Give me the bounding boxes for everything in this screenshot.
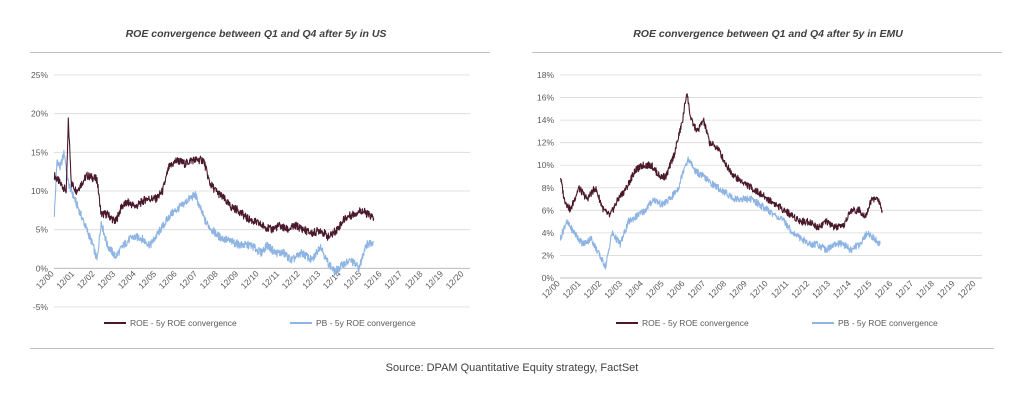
x-tick-label: 12/13 xyxy=(300,268,322,290)
chart-title-us: ROE convergence between Q1 and Q4 after … xyxy=(125,28,387,40)
y-tick-label: 0% xyxy=(36,263,49,273)
x-tick-label: 12/19 xyxy=(423,268,445,290)
y-tick-label: 8% xyxy=(542,183,555,193)
y-tick-label: 25% xyxy=(31,70,48,80)
x-tick-label: 12/01 xyxy=(560,278,582,300)
y-tick-label: 0% xyxy=(542,273,555,283)
x-tick-label: 12/20 xyxy=(955,278,977,300)
x-tick-label: 12/04 xyxy=(623,278,645,300)
y-tick-label: 15% xyxy=(31,147,48,157)
y-tick-label: 10% xyxy=(537,160,554,170)
footer-divider xyxy=(30,348,994,349)
x-tick-label: 12/07 xyxy=(177,268,199,290)
chart-svg-emu: 0%2%4%6%8%10%12%14%16%18%12/0012/0112/02… xyxy=(537,70,982,328)
x-tick-label: 12/17 xyxy=(893,278,915,300)
chart-panel-us: ROE convergence between Q1 and Q4 after … xyxy=(0,0,512,350)
x-tick-label: 12/02 xyxy=(75,268,97,290)
source-note: Source: DPAM Quantitative Equity strateg… xyxy=(385,362,639,374)
y-tick-label: 12% xyxy=(537,138,554,148)
y-tick-label: 20% xyxy=(31,109,48,119)
series-line-pb xyxy=(559,156,881,270)
x-tick-label: 12/08 xyxy=(198,268,220,290)
title-underline-us xyxy=(30,52,490,53)
x-tick-label: 12/14 xyxy=(321,268,343,290)
x-tick-label: 12/09 xyxy=(727,278,749,300)
y-tick-label: 18% xyxy=(537,70,554,80)
x-tick-label: 12/17 xyxy=(382,268,404,290)
series-line-roe xyxy=(53,117,375,241)
x-tick-label: 12/08 xyxy=(706,278,728,300)
x-tick-label: 12/05 xyxy=(136,268,158,290)
y-tick-label: 16% xyxy=(537,93,554,103)
x-tick-label: 12/09 xyxy=(218,268,240,290)
x-tick-label: 12/12 xyxy=(280,268,302,290)
chart-svg-us: -5%0%5%10%15%20%25%12/0012/0112/0212/031… xyxy=(31,70,470,328)
legend-label: PB - 5y ROE convergence xyxy=(838,318,938,328)
x-tick-label: 12/13 xyxy=(810,278,832,300)
y-tick-label: -5% xyxy=(33,302,49,312)
x-tick-label: 12/18 xyxy=(403,268,425,290)
x-tick-label: 12/15 xyxy=(341,268,363,290)
y-tick-label: 6% xyxy=(542,205,555,215)
x-tick-label: 12/18 xyxy=(914,278,936,300)
x-tick-label: 12/10 xyxy=(748,278,770,300)
x-tick-label: 12/15 xyxy=(852,278,874,300)
x-tick-label: 12/12 xyxy=(789,278,811,300)
x-tick-label: 12/10 xyxy=(239,268,261,290)
x-tick-label: 12/02 xyxy=(581,278,603,300)
series-line-roe xyxy=(559,93,883,231)
x-tick-label: 12/19 xyxy=(935,278,957,300)
series-line-pb xyxy=(53,149,375,276)
x-tick-label: 12/03 xyxy=(95,268,117,290)
x-tick-label: 12/04 xyxy=(116,268,138,290)
x-tick-label: 12/07 xyxy=(685,278,707,300)
y-tick-label: 2% xyxy=(542,250,555,260)
legend-label: ROE - 5y ROE convergence xyxy=(642,318,749,328)
x-tick-label: 12/03 xyxy=(602,278,624,300)
x-tick-label: 12/06 xyxy=(157,268,179,290)
x-tick-label: 12/16 xyxy=(872,278,894,300)
x-tick-label: 12/11 xyxy=(769,278,791,300)
x-tick-label: 12/01 xyxy=(54,268,76,290)
x-tick-label: 12/14 xyxy=(831,278,853,300)
title-underline-emu xyxy=(532,52,1002,53)
legend-label: PB - 5y ROE convergence xyxy=(316,318,416,328)
legend-label: ROE - 5y ROE convergence xyxy=(130,318,237,328)
chart-title-emu: ROE convergence between Q1 and Q4 after … xyxy=(633,28,903,40)
x-tick-label: 12/05 xyxy=(644,278,666,300)
x-tick-label: 12/06 xyxy=(664,278,686,300)
y-tick-label: 4% xyxy=(542,228,555,238)
y-tick-label: 5% xyxy=(36,225,49,235)
x-tick-label: 12/20 xyxy=(444,268,466,290)
x-tick-label: 12/11 xyxy=(260,268,282,290)
y-tick-label: 10% xyxy=(31,186,48,196)
chart-panel-emu: ROE convergence between Q1 and Q4 after … xyxy=(512,0,1024,350)
x-tick-label: 12/16 xyxy=(362,268,384,290)
y-tick-label: 14% xyxy=(537,115,554,125)
